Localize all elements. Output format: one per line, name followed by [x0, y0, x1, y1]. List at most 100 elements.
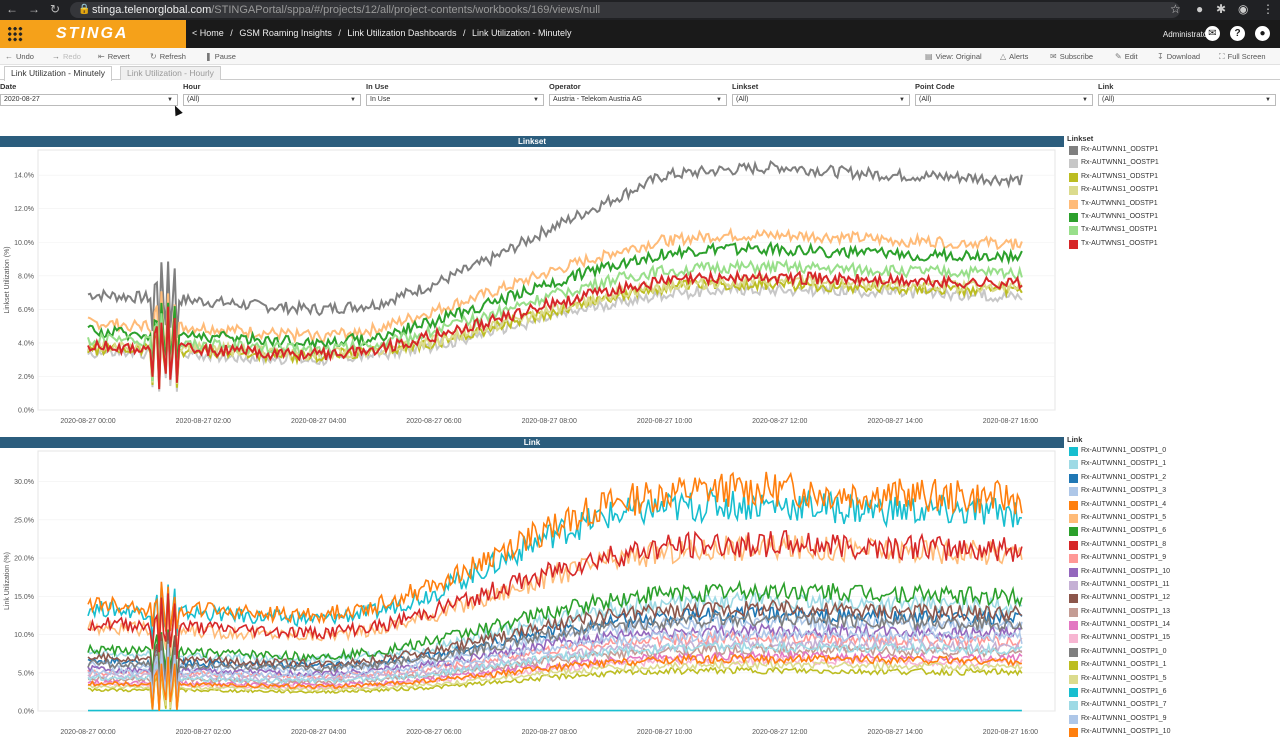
x-tick-label: 2020-08-27 10:00 — [637, 729, 692, 736]
redo-button[interactable]: → Redo — [52, 52, 81, 61]
series-line[interactable] — [87, 599, 1023, 690]
legend-item[interactable]: Rx-AUTWNN1_OOSTP1_0 — [1067, 646, 1277, 659]
download-button[interactable]: ↧ Download — [1157, 52, 1200, 61]
series-line[interactable] — [87, 579, 1023, 684]
legend-item[interactable]: Rx-AUTWNS1_OOSTP1 — [1067, 184, 1277, 197]
x-tick-label: 2020-08-27 16:00 — [983, 729, 1038, 736]
legend-item[interactable]: Rx-AUTWNN1_ODSTP1_11 — [1067, 579, 1277, 592]
filter-label: Point Code — [915, 82, 955, 91]
breadcrumb-project[interactable]: GSM Roaming Insights — [239, 28, 332, 38]
legend-label: Rx-AUTWNN1_ODSTP1_14 — [1081, 621, 1171, 629]
series-line[interactable] — [87, 653, 1022, 712]
link-select[interactable]: (All) ▼ — [1098, 94, 1276, 106]
tab-hourly[interactable]: Link Utilization - Hourly — [120, 66, 221, 80]
x-tick-label: 2020-08-27 14:00 — [867, 729, 922, 736]
breadcrumb-home[interactable]: < Home — [192, 28, 224, 38]
legend-item[interactable]: Rx-AUTWNN1_OOSTP1_7 — [1067, 699, 1277, 712]
legend-item[interactable]: Rx-AUTWNN1_ODSTP1_10 — [1067, 566, 1277, 579]
legend-item[interactable]: Rx-AUTWNN1_ODSTP1_4 — [1067, 499, 1277, 512]
legend-item[interactable]: Rx-AUTWNN1_ODSTP1_8 — [1067, 539, 1277, 552]
legend-item[interactable]: Rx-AUTWNN1_ODSTP1 — [1067, 144, 1277, 157]
mail-icon[interactable]: ✉ — [1205, 26, 1220, 41]
chart-title: Linkset — [0, 136, 1064, 147]
logo-block[interactable]: STINGA — [0, 20, 186, 48]
reload-icon[interactable]: ↻ — [50, 2, 61, 16]
series-line[interactable] — [87, 609, 1023, 693]
edit-button[interactable]: ✎ Edit — [1115, 52, 1138, 61]
series-line[interactable] — [87, 240, 1023, 374]
revert-button[interactable]: ⇤ Revert — [98, 52, 130, 61]
tab-minutely[interactable]: Link Utilization - Minutely — [4, 66, 113, 81]
alerts-button[interactable]: △ Alerts — [1000, 52, 1028, 61]
legend-item[interactable]: Rx-AUTWNN1_OOSTP1_10 — [1067, 726, 1277, 739]
legend-item[interactable]: Rx-AUTWNN1_ODSTP1_0 — [1067, 445, 1277, 458]
legend-item[interactable]: Tx-AUTWNS1_ODSTP1 — [1067, 224, 1277, 237]
subscribe-button[interactable]: ✉ Subscribe — [1050, 52, 1093, 61]
app-grid-icon[interactable] — [7, 26, 23, 42]
point-code-select[interactable]: (All) ▼ — [915, 94, 1093, 106]
series-line[interactable] — [87, 471, 1023, 642]
legend-item[interactable]: Tx-AUTWNN1_ODSTP1 — [1067, 198, 1277, 211]
legend-label: Rx-AUTWNN1_OOSTP1_7 — [1081, 701, 1167, 709]
legend-item[interactable]: Rx-AUTWNN1_ODSTP1_2 — [1067, 472, 1277, 485]
puzzle-icon[interactable]: ✱ — [1216, 2, 1227, 16]
legend-item[interactable]: Rx-AUTWNN1_OOSTP1_1 — [1067, 659, 1277, 672]
address-bar[interactable]: 🔒 stinga.telenorglobal.com/STINGAPortal/… — [70, 2, 1180, 18]
legend-item[interactable]: Rx-AUTWNN1_ODSTP1_9 — [1067, 552, 1277, 565]
undo-button[interactable]: ← Undo — [5, 52, 34, 61]
hour-select[interactable]: (All) ▼ — [183, 94, 361, 106]
legend-item[interactable]: Rx-AUTWNN1_ODSTP1_13 — [1067, 606, 1277, 619]
link-chart-panel: Link 0.0% 5.0% 10.0% 15.0% 20.0% 25.0% 30.0% 20… — [0, 437, 1064, 743]
filter-point-code: Point Code (All) ▼ — [915, 82, 1093, 106]
revert-label: Revert — [107, 52, 130, 61]
legend-item[interactable]: Tx-AUTWNN1_OOSTP1 — [1067, 211, 1277, 224]
series-line[interactable] — [87, 590, 1023, 684]
legend-item[interactable]: Rx-AUTWNN1_ODSTP1_5 — [1067, 512, 1277, 525]
star-icon[interactable]: ☆ — [1170, 2, 1181, 16]
legend-item[interactable]: Rx-AUTWNS1_ODSTP1 — [1067, 171, 1277, 184]
x-tick-label: 2020-08-27 04:00 — [291, 729, 346, 736]
legend-item[interactable]: Rx-AUTWNN1_OOSTP1_6 — [1067, 686, 1277, 699]
menu-dots-icon[interactable]: ⋮ — [1262, 2, 1274, 16]
breadcrumb-workbook[interactable]: Link Utilization Dashboards — [347, 28, 457, 38]
refresh-button[interactable]: ↻ Refresh — [150, 52, 186, 61]
series-line[interactable] — [87, 268, 1023, 390]
back-icon[interactable]: ← — [6, 2, 18, 16]
legend-item[interactable]: Rx-AUTWNN1_ODSTP1_14 — [1067, 619, 1277, 632]
account-icon[interactable]: ● — [1255, 26, 1270, 41]
filter-label: Operator — [549, 82, 581, 91]
operator-select[interactable]: Austria - Telekom Austria AG ▼ — [549, 94, 727, 106]
in-use-select[interactable]: In Use ▼ — [366, 94, 544, 106]
series-line[interactable] — [87, 627, 1023, 701]
legend-item[interactable]: Rx-AUTWNN1_OOSTP1_5 — [1067, 673, 1277, 686]
legend-item[interactable]: Rx-AUTWNN1_ODSTP1_15 — [1067, 632, 1277, 645]
legend-item[interactable]: Rx-AUTWNN1_ODSTP1_6 — [1067, 525, 1277, 538]
legend-item[interactable]: Rx-AUTWNN1_OOSTP1 — [1067, 157, 1277, 170]
link-chart[interactable]: 0.0% 5.0% 10.0% 15.0% 20.0% 25.0% 30.0% 2020-08… — [0, 449, 1064, 743]
linkset-select[interactable]: (All) ▼ — [732, 94, 910, 106]
legend-item[interactable]: Rx-AUTWNN1_ODSTP1_12 — [1067, 592, 1277, 605]
y-tick-label: 25.0% — [14, 517, 34, 524]
user-name[interactable]: Administrator — [1162, 30, 1210, 39]
help-icon[interactable]: ? — [1230, 26, 1245, 41]
view-original-button[interactable]: ▤ View: Original — [925, 52, 982, 61]
pause-button[interactable]: ❚ Pause — [205, 52, 236, 61]
series-line[interactable] — [87, 659, 1023, 712]
extension-circle-icon[interactable]: ● — [1196, 2, 1204, 16]
linkset-chart[interactable]: 0.0% 2.0% 4.0% 6.0% 8.0% 10.0% 12.0% 14.0% 2020-… — [0, 148, 1064, 432]
forward-icon[interactable]: → — [28, 2, 40, 16]
legend-item[interactable]: Tx-AUTWNS1_OOSTP1 — [1067, 238, 1277, 251]
series-line[interactable] — [87, 226, 1023, 364]
series-line[interactable] — [87, 664, 1023, 712]
dropdown-arrow-icon: ▼ — [716, 97, 722, 103]
series-line[interactable] — [87, 529, 1023, 659]
series-line[interactable] — [87, 639, 1023, 707]
legend-item[interactable]: Rx-AUTWNN1_ODSTP1_1 — [1067, 458, 1277, 471]
date-select[interactable]: 2020-08-27 ▼ — [0, 94, 178, 106]
legend-item[interactable]: Rx-AUTWNN1_ODSTP1_3 — [1067, 485, 1277, 498]
legend-label: Rx-AUTWNN1_ODSTP1_15 — [1081, 634, 1171, 642]
profile-icon[interactable]: ◉ — [1238, 2, 1249, 16]
series-line[interactable] — [87, 159, 1023, 339]
legend-item[interactable]: Rx-AUTWNN1_OOSTP1_9 — [1067, 713, 1277, 726]
fullscreen-button[interactable]: ⛶ Full Screen — [1219, 52, 1266, 62]
